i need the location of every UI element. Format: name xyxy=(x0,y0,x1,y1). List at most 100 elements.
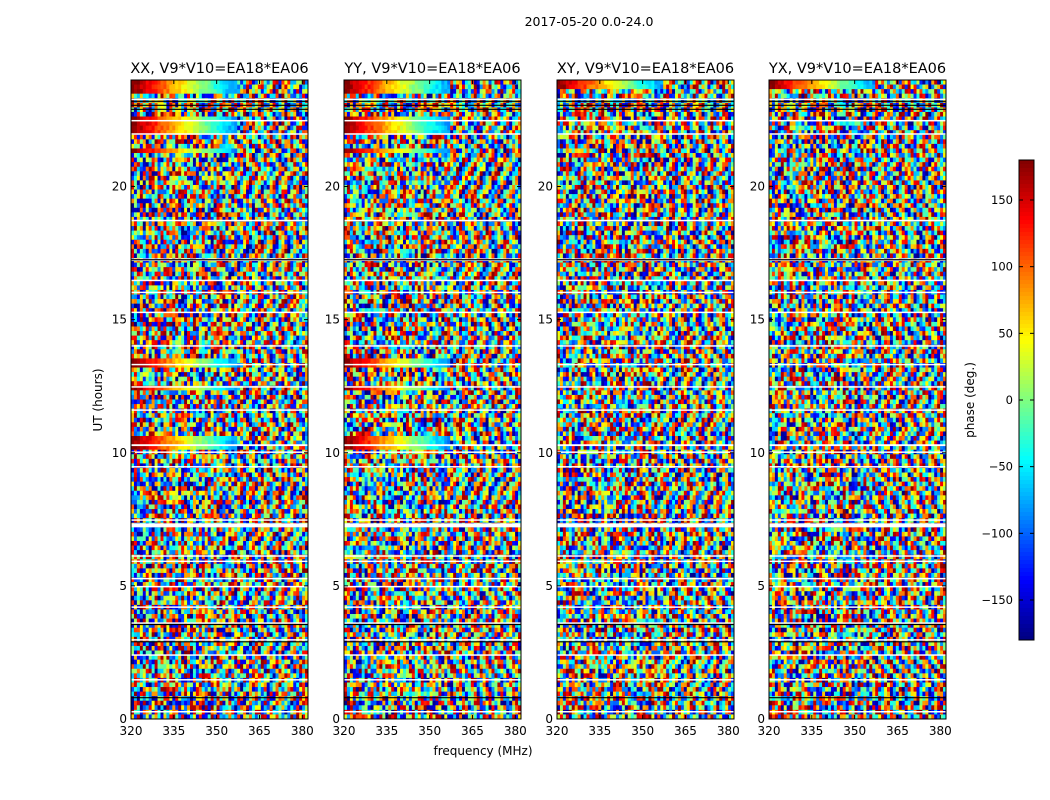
phase-cell xyxy=(225,148,228,153)
phase-cell xyxy=(149,112,152,117)
phase-cell xyxy=(252,80,255,85)
phase-cell xyxy=(211,126,214,131)
phase-cell xyxy=(258,85,261,90)
phase-cell xyxy=(261,89,264,94)
phase-cell xyxy=(222,94,225,99)
phase-cell xyxy=(231,126,234,131)
phase-cell xyxy=(255,85,258,90)
phase-cell xyxy=(243,148,246,153)
phase-cell xyxy=(152,158,155,163)
phase-cell xyxy=(158,121,161,126)
phase-cell xyxy=(217,162,220,167)
phase-cell xyxy=(217,167,220,172)
phase-cell xyxy=(169,85,172,90)
phase-cell xyxy=(161,162,164,167)
phase-cell xyxy=(299,135,302,140)
phase-cell xyxy=(258,144,261,149)
phase-cell xyxy=(172,153,175,158)
phase-cell xyxy=(246,153,249,158)
phase-cell xyxy=(140,80,143,85)
phase-cell xyxy=(169,153,172,158)
phase-cell xyxy=(302,85,305,90)
phase-cell xyxy=(196,153,199,158)
phase-cell xyxy=(158,139,161,144)
phase-cell xyxy=(134,94,137,99)
phase-cell xyxy=(273,94,276,99)
phase-cell xyxy=(202,126,205,131)
phase-cell xyxy=(181,167,184,172)
phase-cell xyxy=(143,89,146,94)
phase-cell xyxy=(243,85,246,90)
phase-cell xyxy=(302,153,305,158)
phase-cell xyxy=(287,139,290,144)
phase-cell xyxy=(181,139,184,144)
phase-cell xyxy=(296,89,299,94)
phase-cell xyxy=(290,135,293,140)
phase-cell xyxy=(284,162,287,167)
phase-cell xyxy=(178,135,181,140)
phase-cell xyxy=(187,162,190,167)
phase-cell xyxy=(252,162,255,167)
phase-cell xyxy=(155,158,158,163)
phase-cell xyxy=(199,153,202,158)
phase-cell xyxy=(290,158,293,163)
phase-cell xyxy=(249,89,252,94)
phase-cell xyxy=(146,89,149,94)
phase-cell xyxy=(214,167,217,172)
phase-cell xyxy=(276,167,279,172)
phase-cell xyxy=(163,80,166,85)
figure-suptitle: 2017-05-20 0.0-24.0 xyxy=(525,14,654,29)
phase-cell xyxy=(175,162,178,167)
phase-cell xyxy=(287,135,290,140)
phase-cell xyxy=(264,135,267,140)
phase-cell xyxy=(273,112,276,117)
phase-cell xyxy=(161,121,164,126)
phase-cell xyxy=(261,126,264,131)
phase-cell xyxy=(243,158,246,163)
phase-cell xyxy=(190,162,193,167)
phase-cell xyxy=(181,153,184,158)
phase-cell xyxy=(163,148,166,153)
phase-cell xyxy=(161,94,164,99)
phase-cell xyxy=(240,80,243,85)
phase-cell xyxy=(175,126,178,131)
phase-cell xyxy=(249,121,252,126)
phase-cell xyxy=(181,80,184,85)
phase-cell xyxy=(243,89,246,94)
phase-cell xyxy=(137,85,140,90)
phase-cell xyxy=(276,89,279,94)
phase-cell xyxy=(202,89,205,94)
phase-cell xyxy=(290,85,293,90)
phase-cell xyxy=(267,121,270,126)
phase-cell xyxy=(222,85,225,90)
phase-cell xyxy=(149,148,152,153)
phase-cell xyxy=(143,162,146,167)
phase-cell xyxy=(228,85,231,90)
phase-cell xyxy=(208,112,211,117)
phase-cell xyxy=(255,112,258,117)
phase-cell xyxy=(237,85,240,90)
phase-cell xyxy=(225,162,228,167)
phase-cell xyxy=(261,121,264,126)
phase-cell xyxy=(267,153,270,158)
phase-cell xyxy=(172,162,175,167)
phase-cell xyxy=(255,135,258,140)
phase-cell xyxy=(166,167,169,172)
phase-cell xyxy=(243,121,246,126)
phase-cell xyxy=(249,158,252,163)
phase-cell xyxy=(237,121,240,126)
phase-cell xyxy=(264,112,267,117)
phase-cell xyxy=(172,144,175,149)
phase-cell xyxy=(296,162,299,167)
phase-cell xyxy=(137,139,140,144)
phase-cell xyxy=(255,148,258,153)
phase-cell xyxy=(231,158,234,163)
phase-cell xyxy=(134,85,137,90)
phase-cell xyxy=(131,139,134,144)
phase-cell xyxy=(228,148,231,153)
phase-cell xyxy=(169,162,172,167)
phase-cell xyxy=(220,89,223,94)
phase-cell xyxy=(155,80,158,85)
phase-cell xyxy=(184,89,187,94)
phase-cell xyxy=(137,126,140,131)
